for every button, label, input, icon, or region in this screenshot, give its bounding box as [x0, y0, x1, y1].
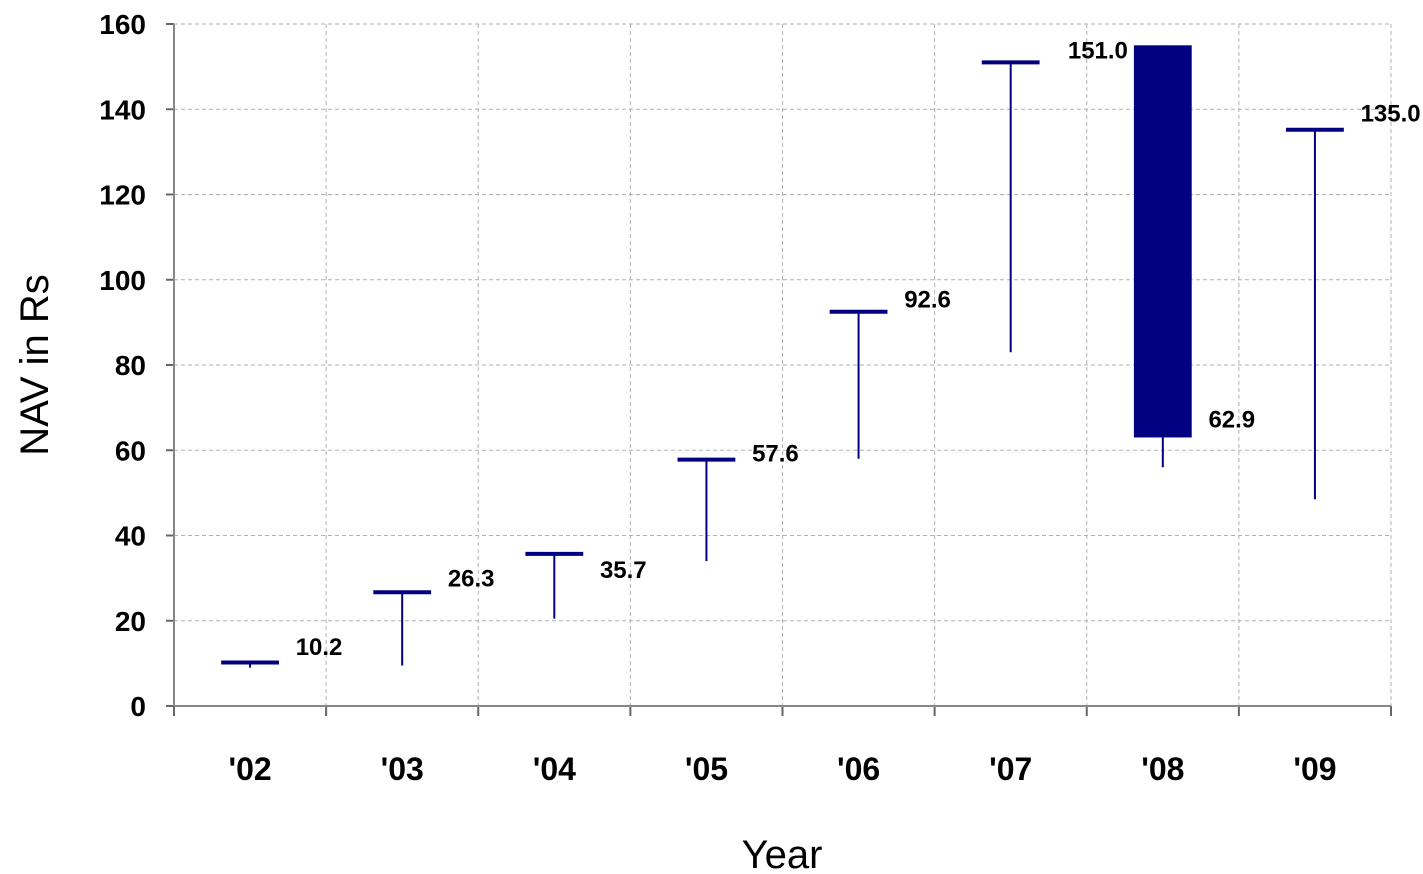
x-tick-label: '07: [989, 751, 1032, 787]
y-tick-label: 100: [99, 265, 146, 296]
y-tick-label: 20: [115, 606, 146, 637]
y-tick-label: 40: [115, 521, 146, 552]
x-tick-label: '08: [1141, 751, 1184, 787]
data-label: 26.3: [448, 566, 495, 593]
data-label: 10.2: [296, 634, 343, 661]
data-label: 135.0: [1361, 101, 1421, 128]
y-tick-label: 140: [99, 94, 146, 125]
data-label: 151.0: [1068, 37, 1128, 64]
x-tick-label: '05: [685, 751, 728, 787]
data-label: 35.7: [600, 557, 647, 584]
tick-labels: 0 20 40 60 80 100 120 140 160 '02 '03 '04 '05 '06 '07 '…: [99, 9, 1336, 787]
y-tick-label: 80: [115, 350, 146, 381]
y-tick-label: 60: [115, 435, 146, 466]
data-label-low: 62.9: [1208, 406, 1255, 433]
x-tick-label: '04: [533, 751, 576, 787]
x-tick-label: '06: [837, 751, 880, 787]
y-tick-label: 120: [99, 180, 146, 211]
y-tick-label: 0: [130, 691, 146, 722]
x-tick-label: '09: [1293, 751, 1336, 787]
y-tick-label: 160: [99, 9, 146, 40]
x-tick-label: '02: [228, 751, 271, 787]
axes: [166, 23, 1392, 716]
y-axis-label: NAV in Rs: [13, 274, 57, 456]
candles: [221, 45, 1344, 668]
grid: [174, 23, 1392, 706]
data-label: 57.6: [752, 441, 799, 468]
x-tick-label: '03: [381, 751, 424, 787]
x-axis-label: Year: [742, 833, 823, 874]
data-label: 92.6: [904, 287, 951, 314]
candle-body: [1133, 45, 1192, 438]
